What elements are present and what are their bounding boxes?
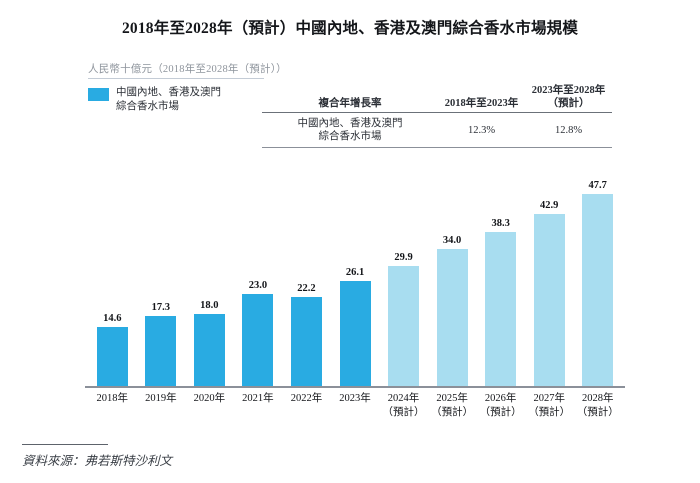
bar-value-label: 14.6 bbox=[103, 313, 122, 324]
cagr-header-col1: 2018年至2023年 bbox=[444, 98, 519, 109]
bar-value-label: 47.7 bbox=[588, 180, 607, 191]
bar-group: 23.0 bbox=[234, 156, 283, 386]
legend-label: 中國內地、香港及澳門 綜合香水市場 bbox=[116, 86, 221, 113]
x-axis-labels: 2018年 2019年 2020年 2021年 2022年 2023年 2024年 （預計） 2… bbox=[88, 392, 622, 419]
source-rule bbox=[22, 444, 108, 446]
cagr-row-value1: 12.3% bbox=[467, 124, 496, 136]
x-axis-tick-year: 2024年 bbox=[387, 393, 420, 404]
x-axis-tick-year: 2022年 bbox=[290, 393, 323, 404]
x-axis-line bbox=[85, 386, 625, 388]
x-axis-tick-year: 2025年 bbox=[436, 393, 468, 404]
bar bbox=[436, 249, 468, 386]
x-axis-tick-year: 2028年 bbox=[581, 393, 614, 404]
bar bbox=[485, 232, 517, 386]
x-axis-tick-label: 2020年 bbox=[185, 392, 234, 419]
bar-value-label: 38.3 bbox=[491, 218, 510, 229]
bar-group: 14.6 bbox=[88, 156, 137, 386]
cagr-row-value2: 12.8% bbox=[554, 124, 583, 136]
bar-group: 34.0 bbox=[428, 156, 477, 386]
cagr-table-row: 中國內地、香港及澳門 綜合香水市場 12.3% 12.8% bbox=[262, 117, 612, 143]
unit-caption-rule bbox=[88, 78, 264, 79]
cagr-row-label-line1: 中國內地、香港及澳門 bbox=[297, 118, 403, 129]
bar-value-label: 42.9 bbox=[540, 200, 559, 211]
bar-value-label: 22.2 bbox=[297, 283, 316, 294]
bar bbox=[582, 194, 614, 386]
unit-caption: 人民幣十億元（2018年至2028年（預計）） bbox=[88, 64, 287, 75]
cagr-row-label-line2: 綜合香水市場 bbox=[318, 131, 382, 142]
x-axis-tick-year: 2020年 bbox=[193, 393, 226, 404]
x-axis-tick-year: 2018年 bbox=[96, 393, 129, 404]
bar-value-label: 26.1 bbox=[345, 267, 365, 278]
cagr-bottom-rule bbox=[262, 147, 612, 148]
cagr-row-label: 中國內地、香港及澳門 綜合香水市場 bbox=[262, 117, 438, 143]
x-axis-tick-label: 2024年 （預計） bbox=[379, 392, 428, 419]
bar-group: 18.0 bbox=[185, 156, 234, 386]
x-axis-tick-label: 2028年 （預計） bbox=[573, 392, 622, 419]
bar-group: 29.9 bbox=[379, 156, 428, 386]
x-axis-tick-label: 2018年 bbox=[88, 392, 137, 419]
bar bbox=[339, 281, 371, 386]
bar bbox=[96, 327, 128, 386]
x-axis-tick-forecast-note: （預計） bbox=[431, 406, 474, 418]
bar-value-label: 29.9 bbox=[394, 252, 413, 263]
bar-chart-plot: 14.6 17.3 18.0 23.0 22.2 26.1 29.9 34.0 38.3 42.9… bbox=[85, 156, 625, 388]
cagr-header-col2: 2023年至2028年 （預計） bbox=[525, 84, 612, 112]
legend-swatch-icon bbox=[88, 88, 109, 101]
x-axis-tick-forecast-note: （預計） bbox=[528, 406, 571, 418]
page-title: 2018年至2028年（預計）中國內地、香港及澳門綜合香水市場規模 bbox=[121, 20, 579, 37]
x-axis-tick-year: 2027年 bbox=[533, 393, 565, 404]
bar bbox=[145, 316, 177, 386]
x-axis-tick-forecast-note: （預計） bbox=[576, 406, 619, 418]
x-axis-tick-forecast-note: （預計） bbox=[479, 406, 522, 418]
x-axis-tick-year: 2023年 bbox=[339, 393, 371, 404]
bar-value-label: 17.3 bbox=[151, 302, 170, 313]
x-axis-tick-year: 2021年 bbox=[242, 393, 274, 404]
bar-group: 47.7 bbox=[573, 156, 622, 386]
bar bbox=[290, 297, 322, 386]
legend-label-line2: 綜合香水市場 bbox=[116, 100, 179, 112]
bar bbox=[193, 314, 225, 386]
bar-value-label: 23.0 bbox=[248, 280, 268, 291]
source-note: 資料來源：弗若斯特沙利文 bbox=[22, 454, 173, 468]
chart-legend: 中國內地、香港及澳門 綜合香水市場 bbox=[88, 86, 221, 113]
x-axis-tick-label: 2019年 bbox=[137, 392, 186, 419]
bar-value-label: 18.0 bbox=[200, 300, 219, 311]
x-axis-tick-label: 2023年 bbox=[331, 392, 380, 419]
cagr-header-rule bbox=[262, 112, 612, 113]
bar-group: 22.2 bbox=[282, 156, 331, 386]
cagr-header-col2-line2: （預計） bbox=[547, 98, 590, 109]
bar-value-label: 34.0 bbox=[442, 235, 462, 246]
x-axis-tick-label: 2025年 （預計） bbox=[428, 392, 477, 419]
bar-group: 38.3 bbox=[476, 156, 525, 386]
cagr-table: 複合年增長率 2018年至2023年 2023年至2028年 （預計） 中國內地… bbox=[262, 84, 612, 148]
x-axis-tick-label: 2027年 （預計） bbox=[525, 392, 574, 419]
bar bbox=[388, 266, 420, 386]
x-axis-tick-label: 2021年 bbox=[234, 392, 283, 419]
cagr-table-header-row: 複合年增長率 2018年至2023年 2023年至2028年 （預計） bbox=[262, 84, 612, 112]
cagr-header-metric: 複合年增長率 bbox=[318, 98, 382, 109]
bar bbox=[533, 214, 565, 386]
x-axis-tick-year: 2019年 bbox=[145, 393, 177, 404]
x-axis-tick-label: 2022年 bbox=[282, 392, 331, 419]
cagr-header-col2-line1: 2023年至2028年 bbox=[531, 85, 606, 96]
x-axis-tick-forecast-note: （預計） bbox=[382, 406, 425, 418]
bar-series: 14.6 17.3 18.0 23.0 22.2 26.1 29.9 34.0 38.3 42.9… bbox=[88, 156, 622, 386]
bar-group: 42.9 bbox=[525, 156, 574, 386]
legend-label-line1: 中國內地、香港及澳門 bbox=[116, 87, 221, 98]
x-axis-tick-label: 2026年 （預計） bbox=[476, 392, 525, 419]
bar-group: 17.3 bbox=[137, 156, 186, 386]
bar-group: 26.1 bbox=[331, 156, 380, 386]
bar bbox=[242, 294, 274, 386]
x-axis-tick-year: 2026年 bbox=[484, 393, 517, 404]
